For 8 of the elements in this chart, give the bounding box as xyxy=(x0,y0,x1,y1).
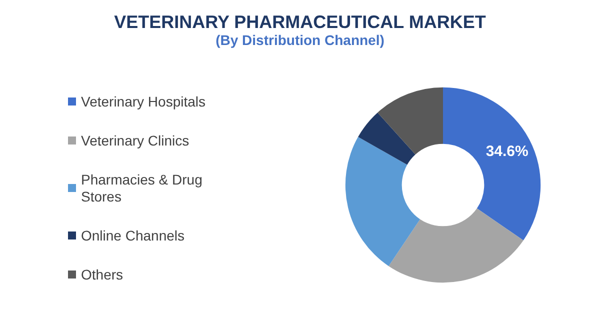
chart-title: VETERINARY PHARMACEUTICAL MARKET xyxy=(114,12,486,32)
legend-label: Veterinary Hospitals xyxy=(81,94,206,110)
legend-label: Pharmacies & Drug Stores xyxy=(81,172,206,204)
legend-label: Others xyxy=(81,266,124,282)
legend-label: Veterinary Clinics xyxy=(81,132,190,148)
chart-subtitle: (By Distribution Channel) xyxy=(216,32,384,48)
data-label: 34.6% xyxy=(486,142,528,160)
legend-label: Online Channels xyxy=(81,228,185,244)
